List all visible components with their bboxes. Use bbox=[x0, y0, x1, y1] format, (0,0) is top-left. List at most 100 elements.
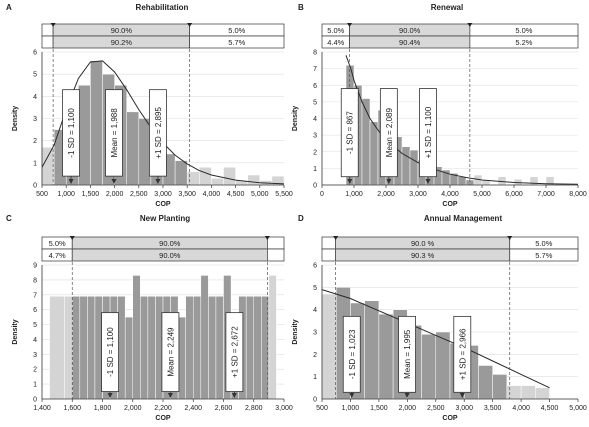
stat-label: -1 SD = 1,023 bbox=[348, 329, 357, 379]
interval-percent: 4.7% bbox=[49, 251, 66, 260]
x-tick-label: 3,000 bbox=[275, 405, 293, 412]
histogram-bar bbox=[247, 174, 261, 186]
y-axis-label: Density bbox=[12, 106, 19, 131]
interval-percent: 90.0% bbox=[159, 239, 181, 248]
stat-arrow-head bbox=[347, 179, 353, 184]
x-tick-label: 2,800 bbox=[245, 405, 263, 412]
stat-label: +1 SD = 2,895 bbox=[154, 107, 163, 159]
interval-marker bbox=[50, 23, 56, 27]
stat-label: -1 SD = 1,100 bbox=[106, 327, 115, 377]
x-tick-label: 0 bbox=[320, 191, 324, 198]
interval-marker bbox=[467, 23, 473, 27]
x-tick-label: 4,500 bbox=[541, 405, 559, 412]
histogram-bar bbox=[492, 374, 508, 400]
y-tick-label: 5 bbox=[33, 322, 37, 329]
histogram-bar bbox=[124, 316, 133, 400]
histogram-bar bbox=[421, 333, 437, 400]
stat-arrow-head bbox=[231, 393, 237, 398]
x-tick-label: 2,000 bbox=[377, 191, 395, 198]
x-tick-label: 3,000 bbox=[154, 191, 172, 198]
x-tick-label: 1,500 bbox=[82, 191, 100, 198]
y-axis-label: Density bbox=[292, 106, 299, 131]
y-tick-label: 5 bbox=[313, 99, 317, 106]
x-axis-label: COP bbox=[442, 415, 458, 422]
fitted-curve bbox=[321, 289, 550, 389]
interval-percent: 5.2% bbox=[515, 38, 532, 47]
stat-arrow-head bbox=[459, 393, 465, 398]
panel-letter: C bbox=[6, 214, 12, 223]
interval-percent: 90.0% bbox=[111, 26, 133, 35]
y-tick-label: 5 bbox=[33, 72, 37, 79]
y-tick-label: 2 bbox=[313, 352, 317, 359]
y-tick-label: 4 bbox=[313, 307, 317, 314]
histogram-bar bbox=[506, 385, 522, 400]
x-tick-label: 4,500 bbox=[227, 191, 245, 198]
y-tick-label: 4 bbox=[313, 116, 317, 123]
x-tick-label: 2,000 bbox=[399, 405, 417, 412]
x-tick-label: 1,000 bbox=[342, 405, 360, 412]
interval-percent: 5.0% bbox=[535, 239, 552, 248]
interval-marker bbox=[187, 23, 193, 27]
x-tick-label: 7,000 bbox=[537, 191, 555, 198]
y-tick-label: 0 bbox=[33, 183, 37, 190]
x-tick-label: 3,500 bbox=[178, 191, 196, 198]
interval-cell bbox=[41, 35, 54, 49]
stat-arrow-head bbox=[425, 179, 431, 184]
y-axis-label: Density bbox=[12, 319, 19, 344]
x-tick-label: 4,000 bbox=[512, 405, 530, 412]
histogram-bar bbox=[64, 296, 73, 400]
histogram-bar bbox=[321, 293, 337, 400]
y-tick-label: 7 bbox=[33, 292, 37, 299]
histogram-bar bbox=[378, 313, 394, 400]
x-tick-label: 8,000 bbox=[569, 191, 587, 198]
interval-marker bbox=[347, 23, 353, 27]
histogram-bar bbox=[520, 385, 536, 400]
interval-percent: 90.4% bbox=[399, 38, 421, 47]
y-tick-label: 2 bbox=[313, 149, 317, 156]
y-tick-label: 2 bbox=[33, 367, 37, 374]
interval-percent: 90.2% bbox=[111, 38, 133, 47]
y-tick-label: 6 bbox=[33, 50, 37, 57]
interval-percent: 90.0% bbox=[159, 251, 181, 260]
interval-percent: 5.0% bbox=[228, 26, 245, 35]
y-tick-label: 3 bbox=[313, 133, 317, 140]
histogram-bar bbox=[268, 275, 277, 400]
x-axis-label: COP bbox=[442, 201, 458, 208]
interval-marker bbox=[333, 236, 339, 240]
interval-percent: 5.7% bbox=[228, 38, 245, 47]
histogram-bar bbox=[364, 300, 380, 400]
histogram-bar bbox=[78, 85, 91, 186]
y-tick-label: 4 bbox=[33, 337, 37, 344]
panel-title: Rehabilitation bbox=[136, 3, 189, 12]
histogram-bar bbox=[435, 331, 451, 400]
panel-title: New Planting bbox=[140, 214, 190, 223]
y-tick-label: 8 bbox=[33, 277, 37, 284]
histogram-bar bbox=[199, 167, 212, 186]
histogram-bar bbox=[41, 147, 55, 186]
y-tick-label: 8 bbox=[313, 50, 317, 57]
histogram-bar bbox=[211, 178, 224, 186]
interval-cell bbox=[321, 236, 337, 250]
stat-label: Mean = 1,995 bbox=[403, 329, 412, 379]
panel-letter: D bbox=[298, 214, 304, 223]
histogram-bar bbox=[186, 171, 200, 186]
y-tick-label: 0 bbox=[33, 397, 37, 404]
stat-label: +1 SD = 1,100 bbox=[424, 106, 433, 158]
x-axis-label: COP bbox=[155, 415, 171, 422]
histogram-bar bbox=[79, 296, 88, 400]
histogram-bar bbox=[535, 387, 550, 400]
y-tick-label: 2 bbox=[33, 138, 37, 145]
interval-marker bbox=[264, 236, 270, 240]
x-tick-label: 3,000 bbox=[455, 405, 473, 412]
interval-cell bbox=[267, 236, 285, 250]
x-tick-label: 6,000 bbox=[505, 191, 523, 198]
histogram-bar bbox=[174, 160, 188, 186]
histogram-bar bbox=[208, 296, 217, 400]
x-tick-label: 1,600 bbox=[63, 405, 81, 412]
stat-label: -1 SD = 867 bbox=[346, 111, 355, 154]
stat-arrow-head bbox=[349, 393, 355, 398]
interval-marker bbox=[69, 236, 75, 240]
y-tick-label: 1 bbox=[313, 166, 317, 173]
interval-percent: 90.0 % bbox=[411, 239, 435, 248]
